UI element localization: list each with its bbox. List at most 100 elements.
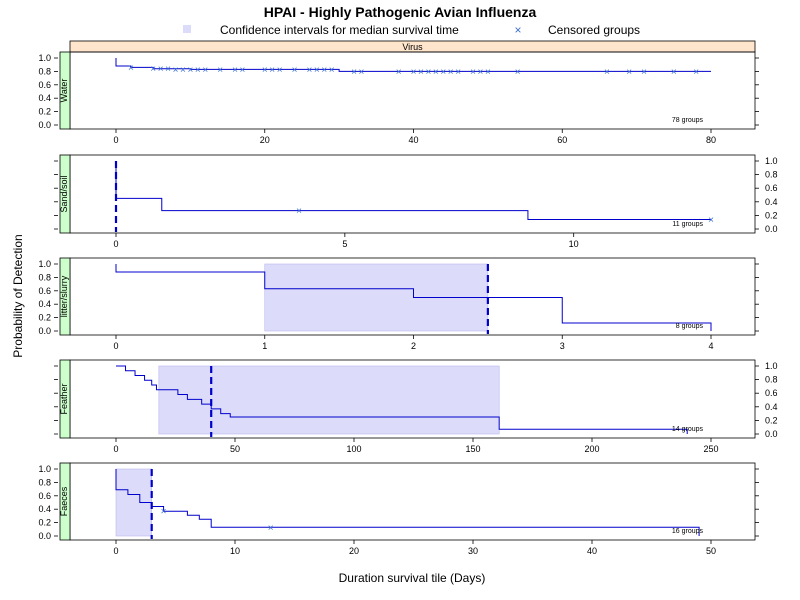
legend: Confidence intervals for median survival… <box>183 23 640 37</box>
x-tick-label: 50 <box>706 546 716 556</box>
censored-marker: × <box>240 65 246 76</box>
ci-band <box>158 365 500 435</box>
y-tick-label: 0.2 <box>765 415 778 425</box>
legend-ci-label: Confidence intervals for median survival… <box>220 23 459 37</box>
panel-frame <box>69 154 756 234</box>
censored-marker: × <box>232 65 238 76</box>
censored-marker: × <box>351 67 357 78</box>
x-tick-label: 3 <box>560 341 565 351</box>
censored-marker: × <box>641 67 647 78</box>
censored-marker: × <box>187 65 193 76</box>
groups-count-label: 8 groups <box>676 323 704 330</box>
y-tick-label: 0.8 <box>765 170 778 180</box>
censored-marker: × <box>359 67 365 78</box>
censored-marker: × <box>448 67 454 78</box>
x-axis-label: Duration survival tile (Days) <box>339 571 486 585</box>
censored-marker: × <box>306 65 312 76</box>
censored-marker: × <box>150 64 156 75</box>
y-tick-label: 0.4 <box>765 402 778 412</box>
x-tick-label: 0 <box>113 341 118 351</box>
censored-marker: × <box>128 63 134 74</box>
y-tick-label: 0.8 <box>765 375 778 385</box>
censored-marker: × <box>693 67 699 78</box>
censored-marker: × <box>329 65 335 76</box>
censored-marker: × <box>321 65 327 76</box>
x-tick-label: 0 <box>113 546 118 556</box>
groups-count-label: 14 groups <box>672 426 704 433</box>
censored-marker: × <box>440 67 446 78</box>
censored-marker: × <box>262 65 268 76</box>
censored-marker: × <box>269 65 275 76</box>
x-tick-label: 150 <box>465 444 480 454</box>
censored-marker: × <box>425 67 431 78</box>
censored-marker: × <box>604 67 610 78</box>
survival-line <box>116 365 688 434</box>
panel-label: Feather <box>59 383 69 414</box>
y-tick-label: 0.2 <box>38 107 51 117</box>
y-tick-label: 0.0 <box>38 531 51 541</box>
y-tick-label: 0.2 <box>38 313 51 323</box>
chart-title: HPAI - Highly Pathogenic Avian Influenza <box>264 4 537 20</box>
y-tick-label: 0.0 <box>765 429 778 439</box>
strip-virus-label: Virus <box>402 42 423 52</box>
y-tick-label: 0.6 <box>765 388 778 398</box>
y-tick-label: 0.4 <box>765 197 778 207</box>
y-tick-label: 1.0 <box>38 53 51 63</box>
censored-marker: × <box>314 65 320 76</box>
censored-marker: × <box>433 67 439 78</box>
x-tick-label: 40 <box>408 135 418 145</box>
censored-marker: × <box>292 65 298 76</box>
panel-frame <box>69 51 756 130</box>
y-tick-label: 0.2 <box>765 210 778 220</box>
y-tick-label: 0.4 <box>38 504 51 514</box>
x-tick-label: 80 <box>706 135 716 145</box>
censored-marker: × <box>485 67 491 78</box>
y-tick-label: 0.2 <box>38 518 51 528</box>
x-tick-label: 0 <box>113 239 118 249</box>
x-tick-label: 100 <box>346 444 361 454</box>
censored-marker: × <box>173 65 179 76</box>
censored-marker: × <box>268 523 274 534</box>
y-tick-label: 0.8 <box>38 272 51 282</box>
censored-marker: × <box>195 65 201 76</box>
y-tick-label: 0.6 <box>38 491 51 501</box>
survival-line <box>115 264 712 331</box>
y-tick-label: 0.6 <box>38 80 51 90</box>
panel-feather: Feather 14 groups 0 50 100 150 200 250 0.0 0.2 0.4… <box>54 359 778 454</box>
y-tick-label: 1.0 <box>765 156 778 166</box>
censored-marker: × <box>396 67 402 78</box>
x-tick-label: 1 <box>262 341 267 351</box>
panel-label: Water <box>59 79 69 103</box>
x-tick-label: 20 <box>260 135 270 145</box>
survival-line <box>115 469 700 536</box>
censored-marker: × <box>455 67 461 78</box>
y-tick-label: 0.4 <box>38 299 51 309</box>
x-tick-label: 250 <box>703 444 718 454</box>
censored-marker: × <box>671 67 677 78</box>
x-tick-label: 20 <box>349 546 359 556</box>
y-tick-label: 0.8 <box>38 66 51 76</box>
censored-marker: × <box>296 206 302 217</box>
panel-frame <box>69 462 756 541</box>
y-tick-label: 1.0 <box>38 464 51 474</box>
y-tick-label: 0.0 <box>765 224 778 234</box>
panel-side-strip <box>59 51 71 130</box>
x-tick-label: 10 <box>230 546 240 556</box>
legend-censored-marker: × <box>514 23 521 37</box>
x-tick-label: 10 <box>569 239 579 249</box>
censored-marker: × <box>708 215 714 226</box>
y-tick-label: 0.0 <box>38 120 51 130</box>
panel-side-strip <box>59 359 71 439</box>
survival-line <box>115 58 711 72</box>
panel-sand-soil: Sand/soil × × 11 groups 0 5 10 0.0 0.2 0.4 0.6 0.8 1… <box>54 154 778 249</box>
y-tick-label: 0.6 <box>38 286 51 296</box>
y-axis-label: Probability of Detection <box>11 234 25 357</box>
x-tick-label: 30 <box>468 546 478 556</box>
censored-marker: × <box>202 65 208 76</box>
panel-side-strip <box>59 462 71 541</box>
censored-marker: × <box>165 64 171 75</box>
panel-label: litter/slurry <box>59 275 69 317</box>
